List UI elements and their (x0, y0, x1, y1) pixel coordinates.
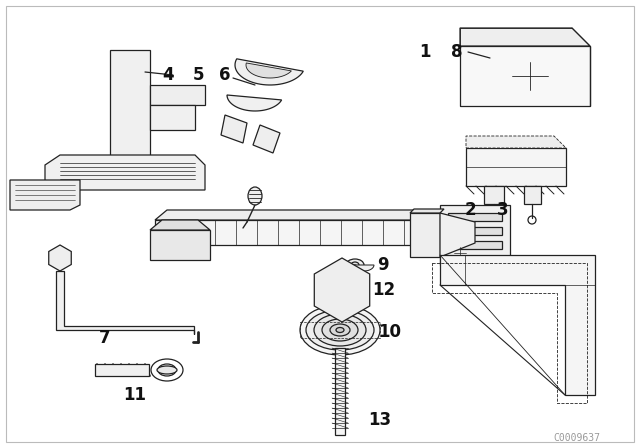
Polygon shape (253, 125, 280, 153)
Ellipse shape (453, 246, 467, 260)
Ellipse shape (326, 280, 331, 284)
Text: 8: 8 (451, 43, 463, 61)
Ellipse shape (158, 364, 176, 376)
Text: 4: 4 (162, 66, 174, 84)
Polygon shape (227, 95, 282, 111)
Ellipse shape (306, 310, 374, 350)
Ellipse shape (300, 305, 380, 355)
Bar (95, 364, 149, 376)
Ellipse shape (336, 327, 344, 332)
Ellipse shape (339, 287, 345, 293)
Polygon shape (110, 50, 150, 185)
Ellipse shape (330, 277, 355, 302)
Polygon shape (410, 213, 440, 257)
Ellipse shape (248, 187, 262, 205)
Polygon shape (354, 265, 374, 271)
Polygon shape (460, 46, 590, 106)
Ellipse shape (118, 56, 142, 80)
Ellipse shape (542, 78, 548, 83)
Text: 2: 2 (464, 201, 476, 219)
Polygon shape (524, 186, 541, 204)
Polygon shape (235, 59, 303, 85)
Ellipse shape (157, 366, 177, 374)
Text: 10: 10 (378, 323, 401, 341)
Polygon shape (56, 271, 194, 334)
Bar (448, 241, 502, 249)
Ellipse shape (335, 283, 349, 297)
Ellipse shape (314, 314, 366, 346)
Ellipse shape (229, 125, 239, 133)
Polygon shape (150, 85, 205, 105)
Text: 12: 12 (372, 281, 396, 299)
Polygon shape (484, 186, 504, 204)
Polygon shape (10, 180, 80, 210)
Ellipse shape (510, 78, 516, 83)
Polygon shape (221, 115, 247, 143)
Text: 6: 6 (220, 66, 231, 84)
Polygon shape (440, 205, 510, 265)
Polygon shape (314, 258, 370, 322)
Text: 11: 11 (124, 386, 147, 404)
Polygon shape (45, 155, 205, 190)
Polygon shape (410, 209, 444, 213)
Bar (448, 213, 502, 221)
Bar (335, 348, 345, 435)
Polygon shape (150, 230, 210, 260)
Polygon shape (150, 220, 210, 230)
Text: 9: 9 (377, 256, 389, 274)
Ellipse shape (57, 255, 63, 261)
Ellipse shape (516, 65, 544, 87)
Polygon shape (460, 28, 590, 46)
Polygon shape (440, 213, 475, 257)
Polygon shape (466, 136, 566, 148)
Polygon shape (466, 148, 566, 186)
Polygon shape (150, 105, 195, 130)
Ellipse shape (351, 262, 359, 268)
Text: 13: 13 (369, 411, 392, 429)
Polygon shape (440, 255, 595, 395)
Text: 7: 7 (99, 329, 111, 347)
Polygon shape (155, 210, 475, 220)
Polygon shape (336, 265, 356, 271)
Ellipse shape (339, 303, 344, 309)
Text: 1: 1 (419, 43, 431, 61)
Bar (448, 227, 502, 235)
Text: 3: 3 (497, 201, 509, 219)
Polygon shape (155, 220, 475, 245)
Ellipse shape (330, 324, 350, 336)
Ellipse shape (526, 73, 534, 79)
Polygon shape (246, 63, 291, 78)
Ellipse shape (127, 65, 132, 70)
Text: 5: 5 (192, 66, 204, 84)
Text: C0009637: C0009637 (553, 433, 600, 443)
Polygon shape (49, 245, 71, 271)
Ellipse shape (346, 259, 364, 271)
Ellipse shape (322, 319, 358, 341)
Ellipse shape (353, 280, 358, 284)
